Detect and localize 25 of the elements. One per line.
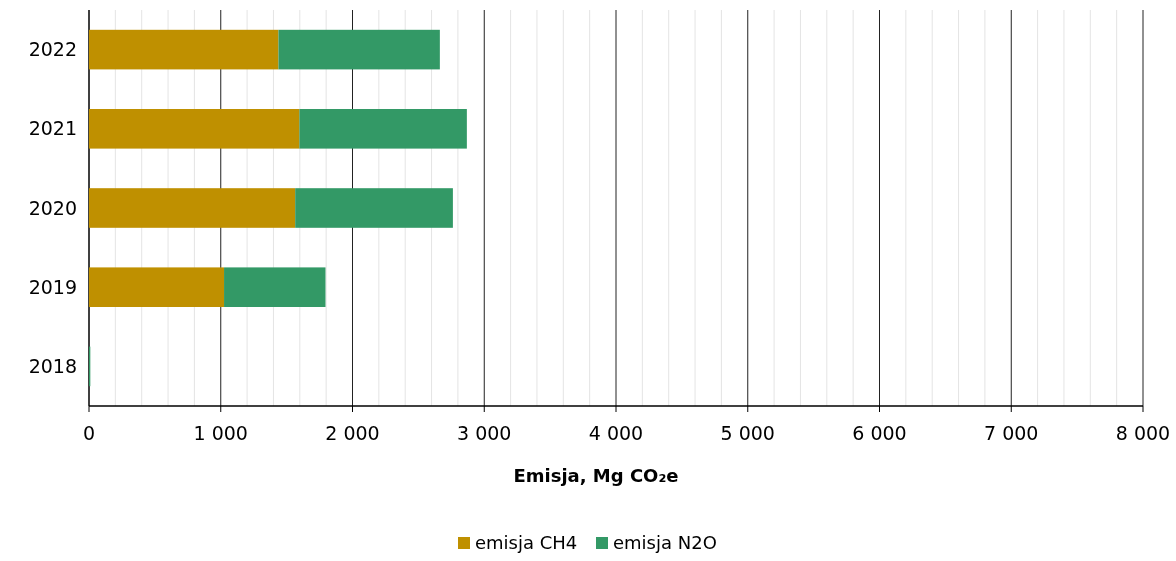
bar [89, 109, 300, 149]
bar [89, 29, 279, 70]
x-tick-label: 3 000 [457, 422, 512, 444]
bar [295, 188, 453, 228]
x-tick-label: 8 000 [1115, 422, 1171, 444]
bar [89, 188, 296, 228]
y-tick-label: 2018 [28, 355, 77, 378]
x-axis-title: Emisja, Mg CO₂e [513, 465, 679, 486]
x-tick-label: 4 000 [588, 422, 644, 444]
y-tick-label: 2022 [28, 38, 77, 61]
bar [89, 267, 225, 307]
x-tick-label: 2 000 [325, 422, 380, 444]
bar [278, 29, 440, 70]
x-tick-label: 1 000 [193, 422, 248, 444]
x-tick-label: 6 000 [852, 422, 907, 444]
legend-label: emisja CH4 [475, 532, 578, 553]
bar [299, 109, 467, 149]
x-tick-label: 7 000 [984, 422, 1039, 444]
y-tick-label: 2020 [28, 196, 77, 219]
y-tick-label: 2021 [28, 117, 77, 140]
y-tick-label: 2019 [28, 275, 77, 298]
legend-label: emisja N2O [613, 532, 717, 553]
x-tick-label: 5 000 [720, 422, 775, 444]
x-tick-label: 0 [82, 422, 96, 444]
bar [224, 267, 326, 307]
